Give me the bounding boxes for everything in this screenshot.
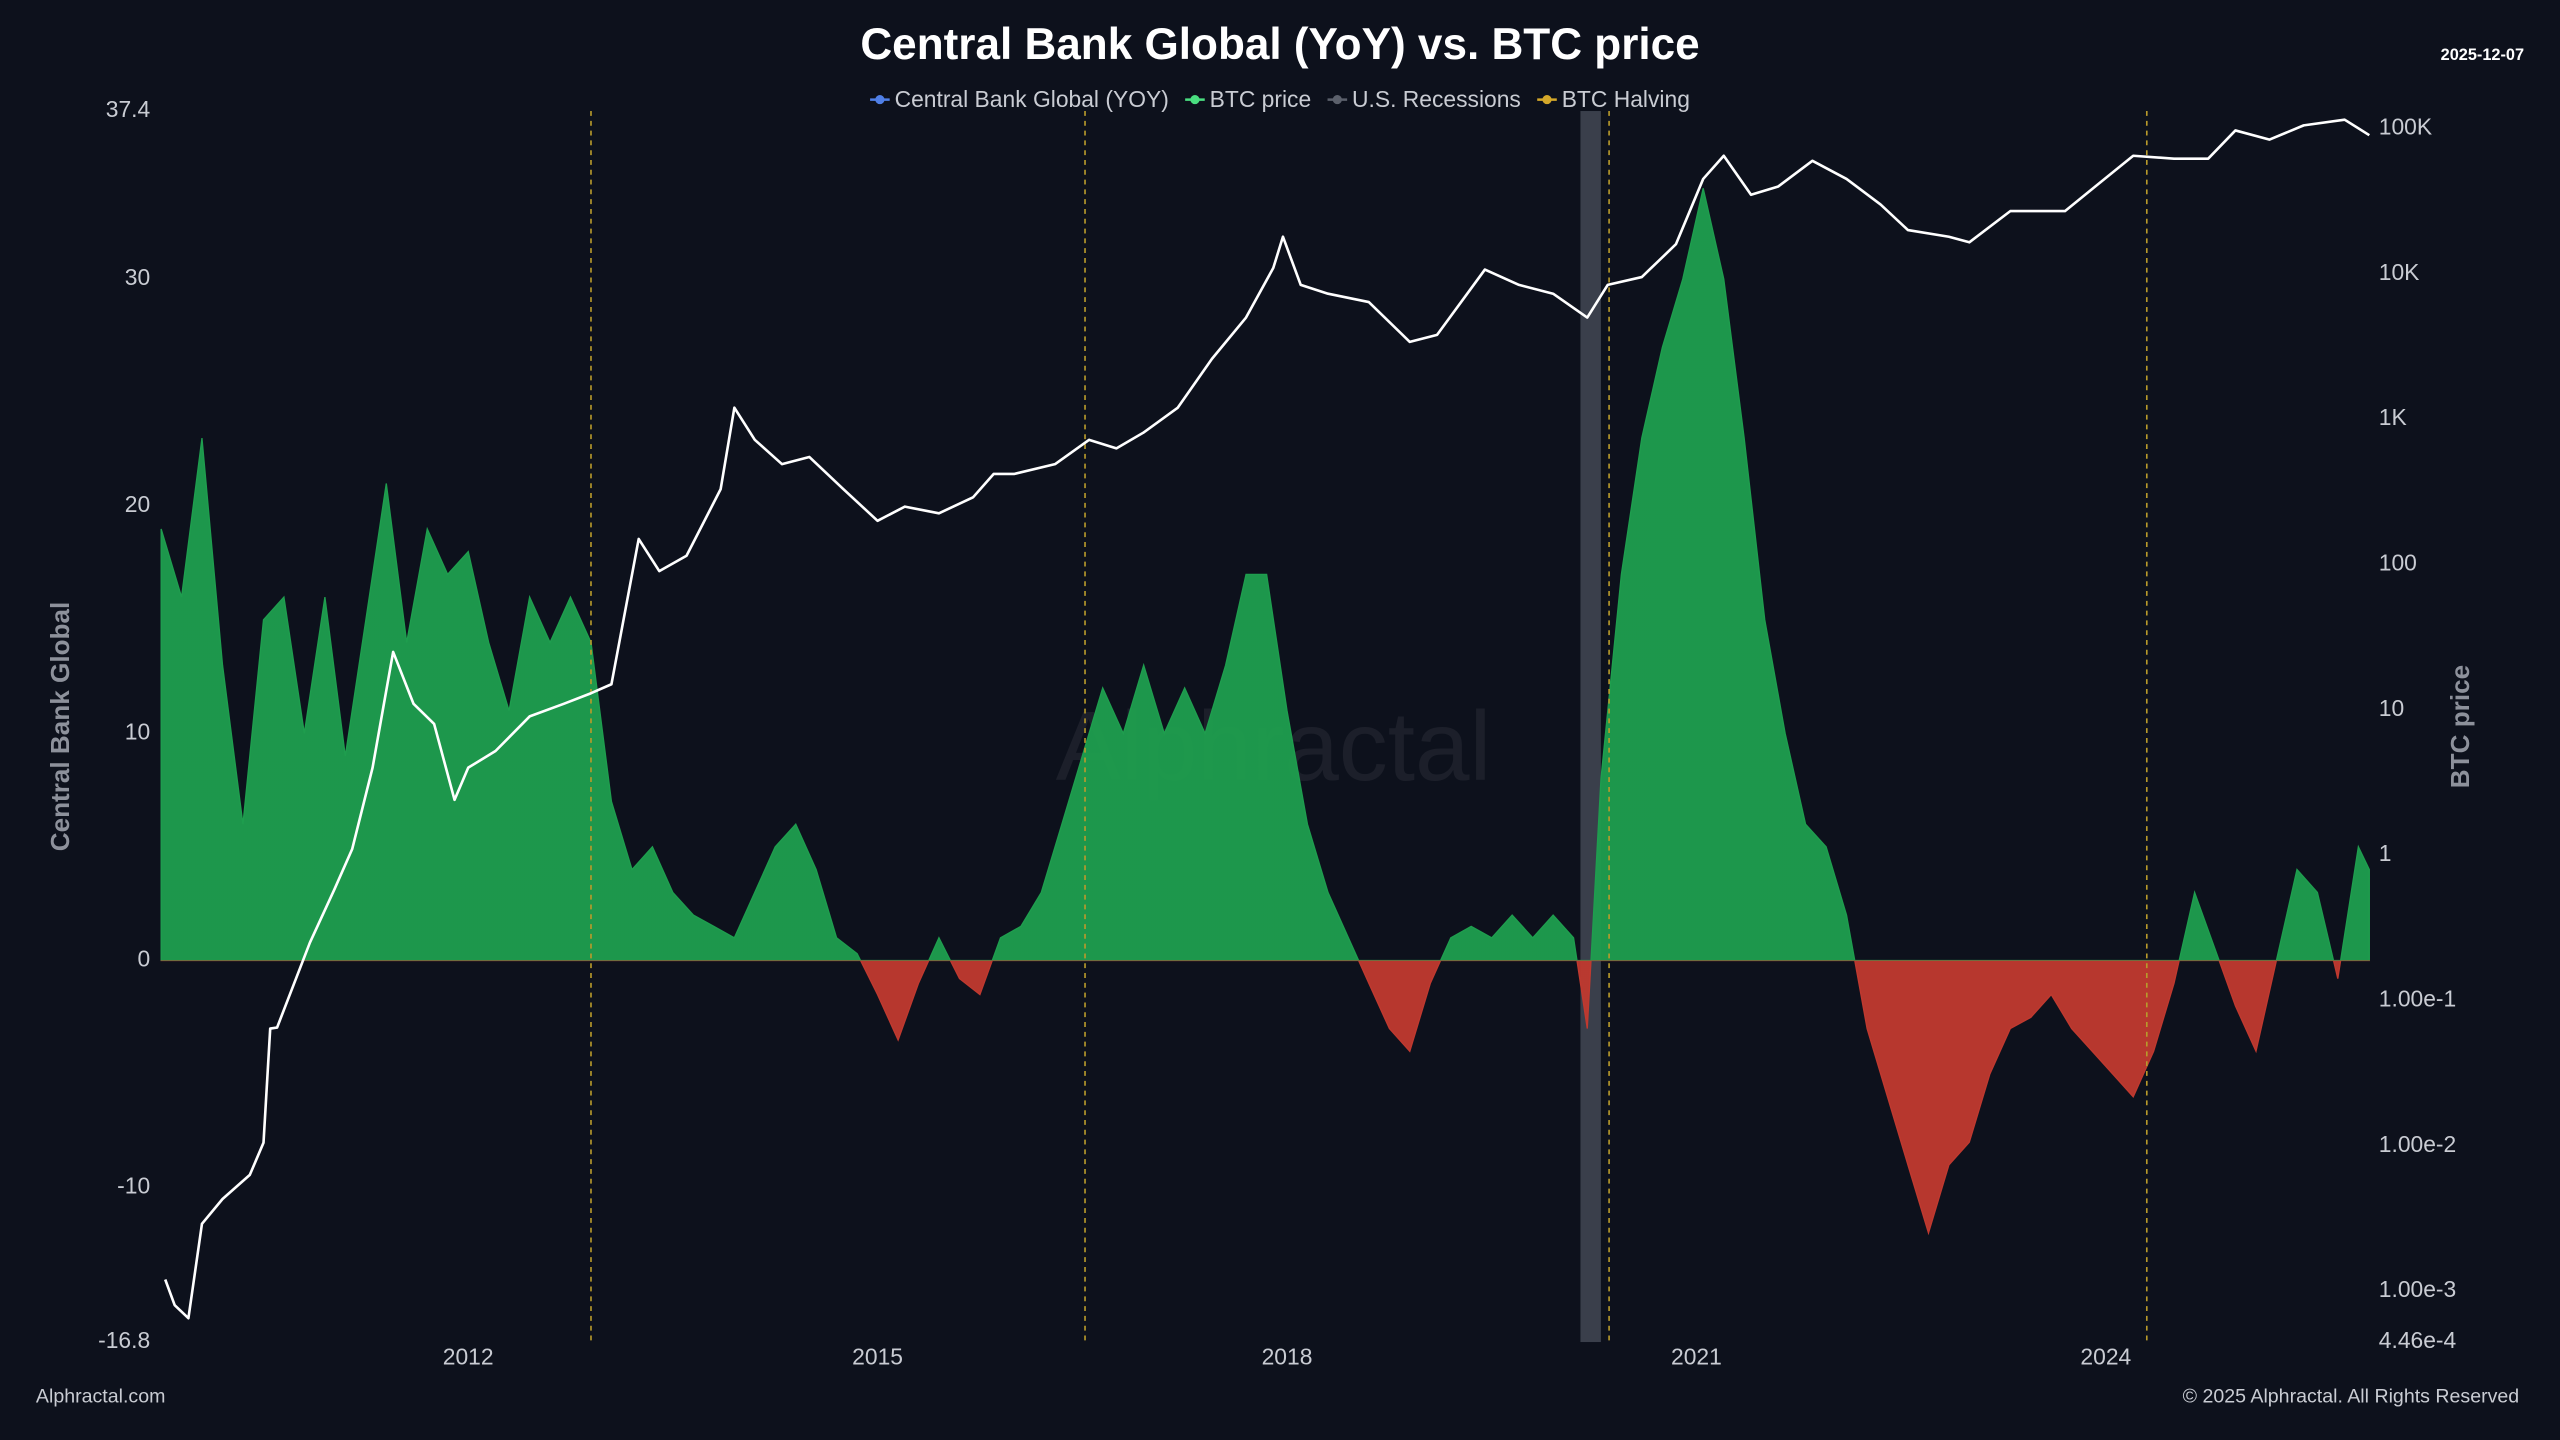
x-tick-label: 2015 bbox=[852, 1343, 903, 1369]
y-tick-label: 0 bbox=[137, 946, 150, 972]
legend-swatch bbox=[875, 95, 885, 105]
x-tick-label: 2024 bbox=[2080, 1343, 2131, 1369]
y2-tick-label: 100 bbox=[2379, 550, 2417, 576]
y-tick-label: -10 bbox=[117, 1173, 150, 1199]
recession-band bbox=[1580, 111, 1601, 1343]
y-tick-label: 20 bbox=[125, 491, 150, 517]
btc-price-line bbox=[163, 118, 2371, 1320]
y2-tick-label: 4.46e-4 bbox=[2379, 1327, 2457, 1353]
y2-tick-label: 10K bbox=[2379, 259, 2420, 285]
y2-tick-label: 1 bbox=[2379, 840, 2392, 866]
y2-tick-label: 1.00e-2 bbox=[2379, 1131, 2456, 1157]
y2-axis-title: BTC price bbox=[2445, 665, 2475, 788]
y2-tick-label: 100K bbox=[2379, 114, 2432, 140]
legend: Central Bank Global (YOY) BTC price U.S. R… bbox=[870, 86, 1690, 112]
legend-label: U.S. Recessions bbox=[1352, 86, 1521, 112]
date: 2025-12-07 bbox=[2441, 46, 2524, 64]
x-tick-label: 2012 bbox=[443, 1343, 494, 1369]
y2-tick-label: 10 bbox=[2379, 695, 2404, 721]
copyright: © 2025 Alphractal. All Rights Reserved bbox=[2183, 1386, 2520, 1408]
legend-swatch bbox=[1332, 95, 1342, 105]
legend-label: BTC price bbox=[1210, 86, 1312, 112]
chart-title: Central Bank Global (YoY) vs. BTC price bbox=[860, 20, 1699, 69]
y2-tick-label: 1K bbox=[2379, 404, 2407, 430]
y2-tick-label: 1.00e-1 bbox=[2379, 985, 2456, 1011]
x-tick-label: 2018 bbox=[1262, 1343, 1313, 1369]
legend-swatch bbox=[1190, 95, 1200, 105]
y2-tick-label: 1.00e-3 bbox=[2379, 1276, 2456, 1302]
y-tick-label: 37.4 bbox=[106, 96, 151, 122]
y-tick-label: -16.8 bbox=[98, 1327, 150, 1353]
central-bank-area bbox=[160, 188, 2370, 1236]
y-tick-label: 10 bbox=[125, 718, 150, 744]
legend-label: Central Bank Global (YOY) bbox=[895, 86, 1169, 112]
legend-swatch bbox=[1542, 95, 1552, 105]
y-axis-title: Central Bank Global bbox=[45, 602, 75, 852]
x-tick-label: 2021 bbox=[1671, 1343, 1722, 1369]
source: Alphractal.com bbox=[36, 1386, 165, 1408]
y-tick-label: 30 bbox=[125, 264, 150, 290]
legend-label: BTC Halving bbox=[1562, 86, 1690, 112]
